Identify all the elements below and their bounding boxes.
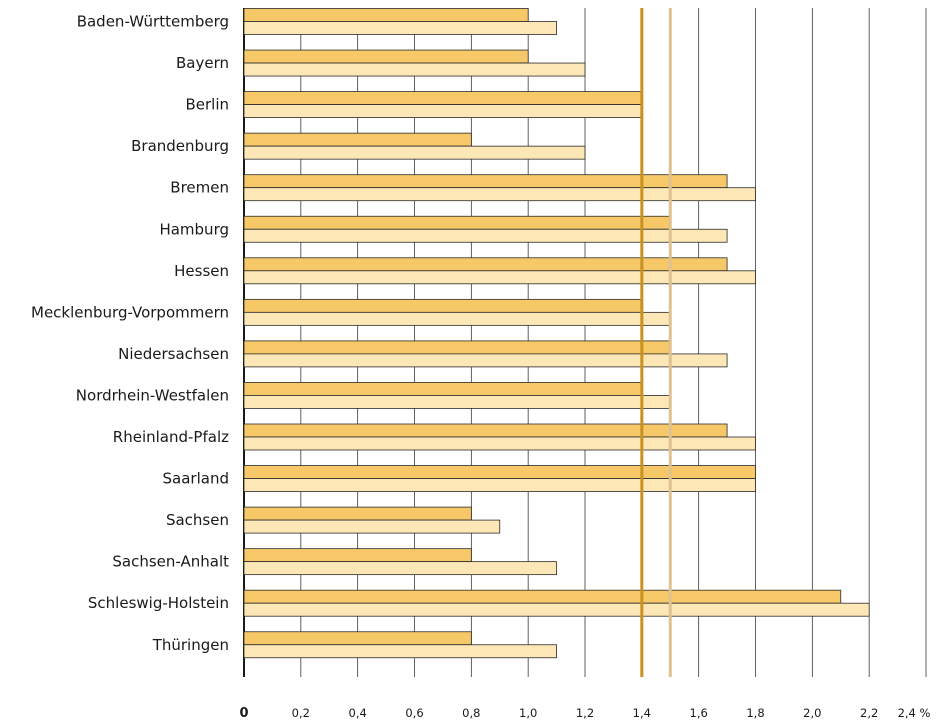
x-tick-label: 0 <box>239 706 248 721</box>
bar-series-2 <box>243 644 557 659</box>
category-label: Bremen <box>170 179 229 197</box>
category-label: Brandenburg <box>131 137 229 155</box>
category-label: Niedersachsen <box>118 345 229 363</box>
bar-series-2 <box>243 104 643 118</box>
x-tick-label: 1,4 <box>633 706 651 720</box>
bar-series-2 <box>243 311 671 326</box>
bar-series-1 <box>243 589 842 604</box>
bar-series-1 <box>243 174 728 189</box>
category-label: Bayern <box>176 54 229 72</box>
bar-series-2 <box>243 62 586 77</box>
bar-series-2 <box>243 270 756 285</box>
category-label: Hessen <box>174 262 229 280</box>
category-label: Sachsen-Anhalt <box>112 553 229 571</box>
bar-series-1 <box>243 631 472 646</box>
bar-series-1 <box>243 298 643 313</box>
bar-series-2 <box>243 478 756 492</box>
x-tick-label: 0,8 <box>462 706 480 720</box>
x-tick-label: 2,0 <box>803 706 821 720</box>
bar-series-1 <box>243 132 472 147</box>
x-tick-label: 0,4 <box>349 706 367 720</box>
bar-series-2 <box>243 187 756 202</box>
bar-series-1 <box>243 548 472 563</box>
bar-series-1 <box>243 215 671 230</box>
category-labels: Baden-Württemberg Bayern Berlin Brandenburg… <box>31 13 229 654</box>
x-tick-label: 0,6 <box>405 706 423 720</box>
x-tick-label: 1,6 <box>690 706 708 720</box>
bar-series-2 <box>243 519 501 534</box>
category-label: Nordrhein-Westfalen <box>76 386 229 404</box>
x-tick-label: 1,0 <box>519 706 537 720</box>
bar-series-1 <box>243 340 671 355</box>
x-tick-label: 2,2 <box>860 706 878 720</box>
x-tick-label: 1,2 <box>576 706 594 720</box>
bar-series-2 <box>243 602 870 617</box>
category-label: Sachsen <box>166 511 229 529</box>
category-label: Mecklenburg-Vorpommern <box>31 303 229 321</box>
bar-series-2 <box>243 145 586 160</box>
bar-series-2 <box>243 353 728 368</box>
category-label: Schleswig-Holstein <box>88 594 229 612</box>
bar-series-1 <box>243 506 472 521</box>
category-label: Rheinland-Pfalz <box>113 428 229 446</box>
bar-series-2 <box>243 228 728 243</box>
bar-series-1 <box>243 91 643 105</box>
bar-series-2 <box>243 561 557 576</box>
bar-series-1 <box>243 465 756 479</box>
category-label: Baden-Württemberg <box>77 13 229 31</box>
bar-series-2 <box>243 395 671 409</box>
category-label: Berlin <box>185 96 229 114</box>
x-tick-label: 1,8 <box>746 706 764 720</box>
x-tick-labels: 0 0,2 0,4 0,6 0,8 1,0 1,2 1,4 1,6 1,8 2,0 2,2 2,4 % <box>239 706 930 721</box>
x-tick-label: 0,2 <box>292 706 310 720</box>
reference-lines <box>640 8 672 677</box>
category-label: Saarland <box>163 470 229 488</box>
bar-series-1 <box>243 8 529 22</box>
bar-series-1 <box>243 257 728 272</box>
x-tick-label: 2,4 % <box>898 706 931 720</box>
bar-series-1 <box>243 423 728 438</box>
bar-series-1 <box>243 49 529 64</box>
bar-series-2 <box>243 21 557 35</box>
bar-series-1 <box>243 382 643 396</box>
category-label: Thüringen <box>152 636 229 654</box>
category-label: Hamburg <box>159 220 229 238</box>
bars <box>243 8 870 659</box>
bar-series-2 <box>243 436 756 451</box>
